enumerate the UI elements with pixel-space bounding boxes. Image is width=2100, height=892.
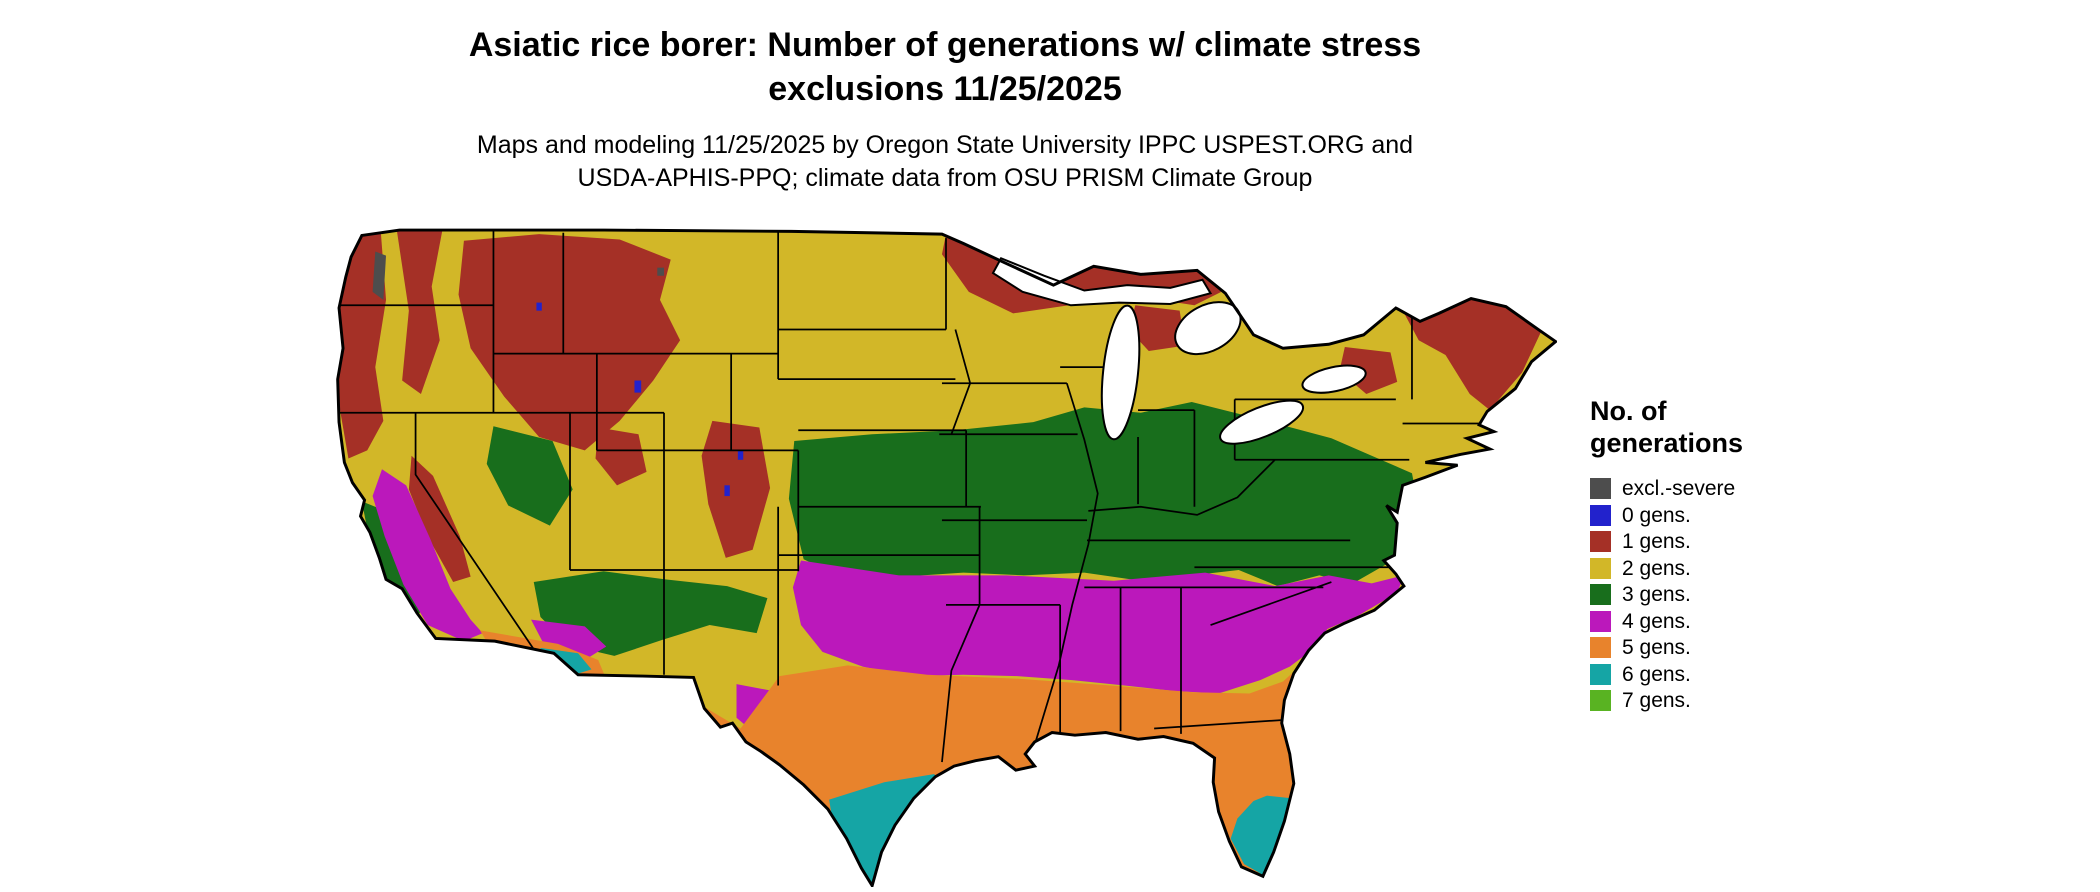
region-excl-severe	[372, 251, 664, 300]
legend-item: 3 gens.	[1590, 582, 1890, 609]
map-subtitle-line2: USDA-APHIS-PPQ; climate data from OSU PR…	[577, 164, 1313, 193]
map-title-line2: exclusions 11/25/2025	[768, 69, 1122, 108]
legend-swatch	[1590, 504, 1611, 526]
legend-item: 1 gens.	[1590, 529, 1890, 556]
title-block: Asiatic rice borer: Number of generation…	[345, 24, 1545, 195]
legend-label: 1 gens.	[1622, 530, 1691, 554]
legend-swatch	[1590, 610, 1611, 632]
lake-erie	[1219, 399, 1305, 445]
great-lakes	[991, 257, 1367, 445]
legend-item: 5 gens.	[1590, 635, 1890, 662]
lake-ontario	[1301, 364, 1367, 394]
legend-label: excl.-severe	[1622, 477, 1736, 501]
legend-label: 2 gens.	[1622, 556, 1691, 580]
us-map	[335, 222, 1557, 887]
legend-item: 2 gens.	[1590, 555, 1890, 582]
legend-label: 7 gens.	[1622, 689, 1691, 713]
subtitle-block: Maps and modeling 11/25/2025 by Oregon S…	[345, 129, 1545, 195]
legend-swatch	[1590, 584, 1611, 606]
legend-item: excl.-severe	[1590, 476, 1890, 503]
legend-label: 3 gens.	[1622, 583, 1691, 607]
legend-swatch	[1590, 637, 1611, 659]
legend-swatch	[1590, 478, 1611, 500]
legend-swatch	[1590, 531, 1611, 553]
legend-label: 6 gens.	[1622, 662, 1691, 686]
legend-items: excl.-severe 0 gens. 1 gens. 2 gens. 3 gens.…	[1590, 476, 1890, 715]
map-subtitle-line1: Maps and modeling 11/25/2025 by Oregon S…	[476, 131, 1414, 160]
legend-title-line2: generations	[1590, 427, 1744, 458]
legend-label: 5 gens.	[1622, 636, 1691, 660]
legend-swatch	[1590, 690, 1611, 712]
legend-label: 4 gens.	[1622, 609, 1691, 633]
us-outline	[336, 228, 1557, 887]
legend-item: 6 gens.	[1590, 661, 1890, 688]
lake-superior	[991, 257, 1213, 307]
legend-label: 0 gens.	[1622, 503, 1691, 527]
legend-item: 0 gens.	[1590, 502, 1890, 529]
us-map-svg	[336, 228, 1557, 887]
legend-swatch	[1590, 557, 1611, 579]
state-borders	[337, 230, 1484, 763]
legend-swatch	[1590, 663, 1611, 685]
lake-michigan	[1100, 304, 1141, 441]
legend-item: 7 gens.	[1590, 688, 1890, 715]
region-0-gens	[536, 302, 744, 497]
legend-item: 4 gens.	[1590, 608, 1890, 635]
map-title-line1: Asiatic rice borer: Number of generation…	[468, 26, 1422, 64]
region-4-gens	[372, 469, 1404, 741]
legend-title-line1: No. of	[1590, 396, 1667, 426]
legend: No. of generations excl.-severe 0 gens. 1 …	[1590, 396, 1890, 714]
